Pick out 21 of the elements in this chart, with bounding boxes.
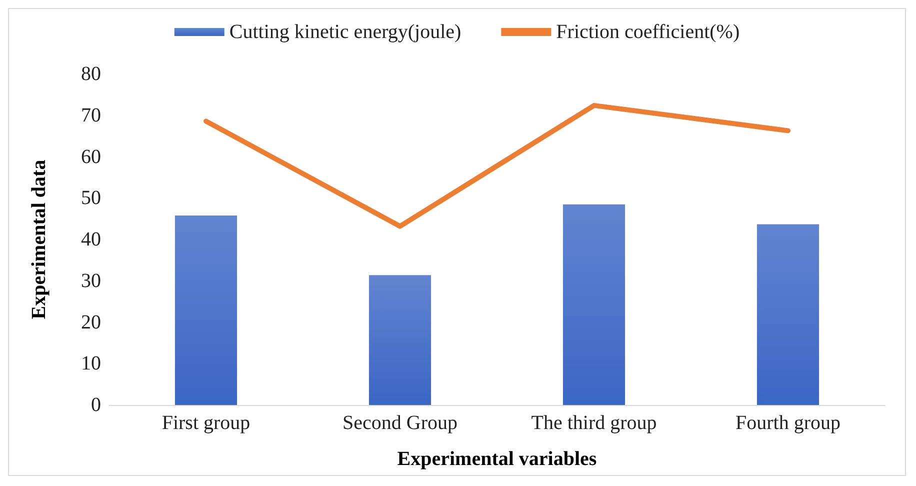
y-axis-title: Experimental data [28,160,50,320]
x-tick-label: First group [162,412,250,434]
y-tick-label: 40 [81,228,101,250]
y-tick-label: 10 [81,352,101,375]
y-tick-label: 60 [81,146,101,168]
y-tick-label: 70 [81,104,101,126]
y-tick-label: 0 [91,394,101,416]
y-tick-label: 80 [81,63,101,85]
y-tick-label: 30 [81,270,101,292]
x-axis-title: Experimental variables [397,448,597,470]
y-tick-label: 50 [81,187,101,210]
legend-label: Friction coefficient(%) [556,21,740,43]
x-tick-label: The third group [531,412,657,434]
x-tick-label: Fourth group [736,412,840,434]
x-tick-label: Second Group [342,412,458,434]
bar [756,224,820,405]
bar [368,275,432,405]
bar [174,216,238,405]
bar [562,204,626,405]
legend-label: Cutting kinetic energy(joule) [229,21,462,43]
y-tick-label: 20 [81,311,101,334]
